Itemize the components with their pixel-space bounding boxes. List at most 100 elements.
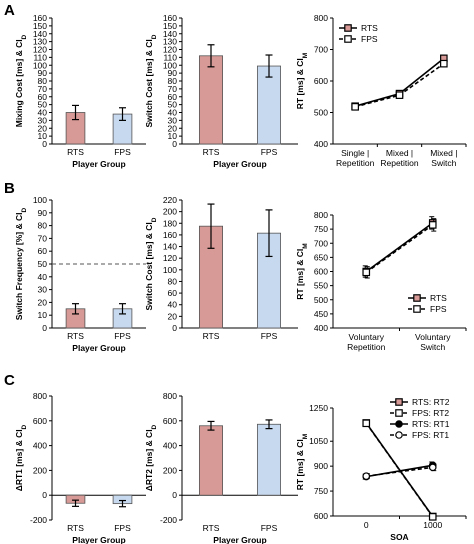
- a1-xtick-label: FPS: [114, 147, 131, 157]
- c2-ytick-label: 200: [163, 465, 177, 475]
- c3-legend-label: RTS: RT2: [412, 397, 450, 407]
- b2-ylabel: Switch Cost [ms] & CID: [144, 217, 158, 310]
- b2-ytick-label: 180: [163, 218, 177, 228]
- c1-ytick-label: 200: [33, 465, 47, 475]
- a2-ytick-label: 60: [168, 92, 178, 102]
- a2-bar-fps: [256, 65, 281, 145]
- a2-ytick-label: 160: [163, 13, 177, 23]
- b1-ytick-label: 60: [38, 246, 48, 256]
- b3-ytick-label: 700: [314, 238, 328, 248]
- b1-ylabel: Switch Frequency [%] & CID: [14, 208, 28, 321]
- c3-ylabel: RT [ms] & CIM: [295, 434, 309, 490]
- a1-ytick-label: 160: [33, 13, 47, 23]
- c2-xlabel: Player Group: [213, 535, 266, 544]
- panel-label-b: B: [4, 180, 15, 197]
- b3-ytick-label: 400: [314, 323, 328, 333]
- a3-xtick-label: Mixed | Repetition: [380, 148, 419, 168]
- b1-ytick-label: 40: [38, 272, 48, 282]
- a2-ytick-label: 90: [168, 68, 178, 78]
- c3-xlabel: SOA: [390, 532, 408, 542]
- a1-ytick-label: 70: [38, 84, 48, 94]
- c3-ytick-label: 1250: [309, 403, 328, 413]
- a1-ytick-label: 60: [38, 92, 48, 102]
- c3-legend-label: FPS: RT1: [412, 430, 449, 440]
- b1-ytick-label: 80: [38, 221, 48, 231]
- a2-ytick-label: 30: [168, 115, 178, 125]
- c3-series-line: [365, 422, 434, 517]
- c3-point: [428, 463, 437, 472]
- b3-ytick-label: 750: [314, 224, 328, 234]
- a1-ytick-label: 150: [33, 21, 47, 31]
- b3-legend-marker: [413, 305, 421, 313]
- a2-ytick-label: 20: [168, 123, 178, 133]
- a1-ytick-label: 80: [38, 76, 48, 86]
- b3-series-line: [365, 222, 434, 273]
- b2-ytick-label: 200: [163, 207, 177, 217]
- panel-label-c: C: [4, 372, 15, 389]
- c3-point: [428, 513, 437, 521]
- a1-ytick-label: 40: [38, 108, 48, 118]
- a1-ytick-label: 140: [33, 29, 47, 39]
- b2-ytick-label: 160: [163, 230, 177, 240]
- a3-legend-marker: [344, 24, 352, 32]
- a1-ytick-label: 120: [33, 45, 47, 55]
- b3-ytick-label: 800: [314, 210, 328, 220]
- c2-ytick-label: 600: [163, 416, 177, 426]
- b1-ytick-label: 10: [38, 310, 48, 320]
- c1-ytick-label: 600: [33, 416, 47, 426]
- b1-ytick-label: 90: [38, 208, 48, 218]
- b3-ytick-label: 650: [314, 252, 328, 262]
- b1-ytick-label: 70: [38, 233, 48, 243]
- c3-ytick-label: 600: [314, 511, 328, 521]
- c3-ytick-label: 1050: [309, 436, 328, 446]
- a1-ylabel: Mixing Cost [ms] & CID: [14, 34, 28, 127]
- a2-ytick-label: 10: [168, 131, 178, 141]
- c3-legend-label: FPS: RT2: [412, 408, 449, 418]
- c3-series-line: [366, 466, 433, 477]
- c3-legend-marker: [395, 398, 403, 406]
- a2-ytick-label: 120: [163, 45, 177, 55]
- chart-c1: -200 0 200 400 600 800 ΔRT1 [ms] & CID RTS FPS Pl…: [14, 391, 146, 544]
- panel-label-a: A: [4, 2, 15, 19]
- c3-ytick-label: 900: [314, 461, 328, 471]
- b2-xtick-label: FPS: [261, 331, 278, 341]
- a2-ytick-label: 130: [163, 37, 177, 47]
- a2-xtick-label: RTS: [203, 147, 220, 157]
- a1-ytick-label: 20: [38, 123, 48, 133]
- chart-a1: 0102030405060708090100110120130140150160…: [14, 13, 146, 169]
- a2-bar-rts: [198, 55, 223, 145]
- a3-xtick-label: Mixed | Switch: [430, 148, 457, 168]
- b2-ytick-label: 20: [168, 311, 178, 321]
- b1-ytick-label: 20: [38, 297, 48, 307]
- a1-ytick-label: 130: [33, 37, 47, 47]
- b2-xtick-label: RTS: [203, 331, 220, 341]
- c3-point: [362, 472, 371, 480]
- a1-ytick-label: 110: [33, 52, 47, 62]
- c2-ylabel: ΔRT2 [ms] & CID: [144, 424, 158, 491]
- b3-ylabel: RT [ms] & CIM: [295, 243, 309, 299]
- c2-ytick-label: 400: [163, 441, 177, 451]
- a2-ytick-label: 100: [163, 60, 177, 70]
- chart-b3: 400 450 500 550 600 650 700 750 800 RT [ms] & CIM…: [295, 210, 467, 352]
- c2-ytick-label: 800: [163, 391, 177, 401]
- c1-ylabel: ΔRT1 [ms] & CID: [14, 424, 28, 491]
- a3-legend-label: RTS: [361, 23, 378, 33]
- b1-ytick-label: 50: [38, 259, 48, 269]
- c2-xtick-label: RTS: [203, 523, 220, 533]
- b3-legend-label: RTS: [430, 293, 447, 303]
- chart-a3: 400 500 600 700 800 RT [ms] & CIM Single | Repe…: [295, 13, 467, 168]
- a3-series-line: [354, 57, 445, 107]
- b3-xtick-label: Voluntary Repetition: [347, 332, 386, 352]
- c3-legend-marker: [395, 409, 403, 417]
- a1-xtick-label: RTS: [67, 147, 84, 157]
- b1-ytick-label: 30: [38, 285, 48, 295]
- a3-legend-marker: [344, 35, 352, 43]
- b1-ytick-label: 0: [42, 323, 47, 333]
- c3-legend-marker: [395, 420, 403, 428]
- b3-ytick-label: 600: [314, 267, 328, 277]
- a1-ytick-label: 10: [38, 131, 48, 141]
- b3-point: [362, 268, 371, 277]
- a2-xlabel: Player Group: [213, 159, 266, 169]
- a3-ytick-label: 700: [314, 45, 328, 55]
